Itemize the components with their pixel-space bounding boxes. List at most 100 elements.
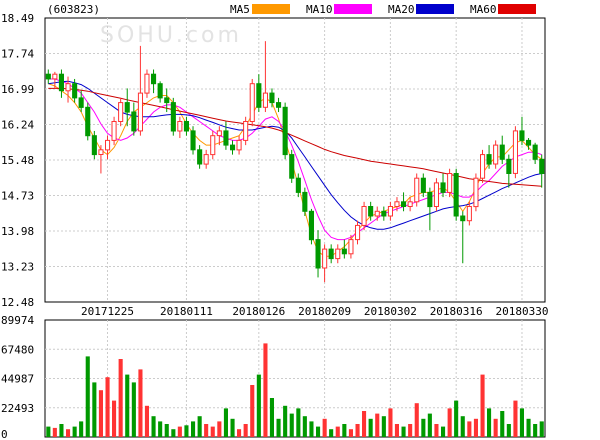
volume-bar bbox=[362, 411, 367, 437]
candle bbox=[308, 208, 314, 245]
candle bbox=[526, 138, 532, 150]
volume-tick-label: 22493 bbox=[1, 402, 34, 415]
x-tick-label: 20180316 bbox=[430, 305, 483, 318]
candle bbox=[256, 74, 262, 113]
candle bbox=[177, 116, 183, 139]
candle bbox=[183, 116, 189, 136]
candle bbox=[72, 78, 78, 103]
candle bbox=[381, 206, 387, 221]
candle-body bbox=[447, 173, 453, 193]
candle-body bbox=[183, 121, 189, 132]
volume-bar bbox=[164, 424, 169, 437]
candle bbox=[91, 130, 97, 160]
volume-bar bbox=[454, 400, 459, 437]
candle bbox=[151, 69, 157, 94]
moving-average-lines bbox=[48, 78, 542, 257]
legend-label: MA20 bbox=[388, 3, 415, 16]
volume-bar bbox=[408, 424, 413, 437]
volume-bar bbox=[329, 429, 334, 437]
volume-bar bbox=[348, 429, 353, 437]
candle-body bbox=[269, 92, 275, 104]
candle bbox=[374, 206, 380, 221]
volume-bar bbox=[519, 408, 524, 437]
volume-bar bbox=[184, 425, 189, 437]
candle-body bbox=[91, 135, 97, 156]
volume-bar bbox=[197, 416, 202, 437]
candle-body bbox=[210, 135, 216, 156]
legend-label: MA60 bbox=[470, 3, 497, 16]
candle-body bbox=[368, 206, 374, 217]
volume-bar bbox=[368, 418, 373, 437]
candle bbox=[170, 97, 176, 136]
candle-body bbox=[282, 106, 288, 156]
candle-body bbox=[322, 248, 328, 269]
volume-tick-label: 0 bbox=[1, 428, 8, 440]
volume-bar bbox=[210, 426, 215, 437]
candle-body bbox=[414, 177, 420, 203]
candle-body bbox=[85, 106, 91, 137]
candle bbox=[460, 211, 466, 264]
volume-bars bbox=[46, 343, 544, 437]
candle-body bbox=[45, 73, 51, 80]
legend: MA5 MA10 MA20 MA60 bbox=[230, 3, 536, 16]
volume-bar bbox=[467, 421, 472, 437]
volume-bar bbox=[131, 382, 136, 437]
candle-body bbox=[58, 73, 65, 92]
candle-body bbox=[512, 130, 519, 174]
volume-bar bbox=[394, 424, 399, 437]
volume-bar bbox=[237, 429, 242, 437]
candle-body bbox=[124, 102, 130, 113]
volume-bar bbox=[539, 421, 544, 437]
volume-bar bbox=[52, 427, 57, 437]
ma10-line bbox=[48, 78, 542, 241]
candle-body bbox=[177, 121, 183, 132]
candle-body bbox=[72, 83, 78, 99]
candle-body bbox=[249, 83, 255, 122]
volume-bar bbox=[204, 424, 209, 437]
volume-bar bbox=[217, 421, 222, 437]
volume-bar bbox=[144, 405, 149, 437]
volume-bar bbox=[322, 418, 327, 437]
volume-bar bbox=[388, 408, 393, 437]
volume-bar bbox=[276, 418, 281, 437]
candle-body bbox=[348, 239, 354, 255]
candle bbox=[216, 126, 222, 146]
volume-bar bbox=[335, 426, 340, 437]
candle bbox=[440, 173, 446, 198]
volume-bar bbox=[421, 418, 426, 437]
candle bbox=[230, 140, 236, 155]
candle bbox=[473, 173, 479, 212]
volume-bar bbox=[487, 408, 492, 437]
candle bbox=[328, 244, 334, 264]
candle-body bbox=[308, 210, 314, 241]
volume-tick-label: 44987 bbox=[1, 373, 34, 386]
candle-body bbox=[506, 158, 512, 175]
candle-body bbox=[532, 144, 538, 160]
candle-body bbox=[486, 154, 492, 165]
volume-tick-labels: 89974 67480 44987 22493 0 bbox=[1, 314, 34, 440]
candle-body bbox=[216, 130, 222, 137]
candle bbox=[447, 168, 453, 198]
candle bbox=[486, 145, 492, 169]
candle bbox=[368, 201, 374, 221]
candle bbox=[276, 97, 282, 113]
candle-body bbox=[460, 215, 466, 222]
legend-swatch bbox=[334, 4, 372, 14]
volume-bar bbox=[533, 424, 538, 437]
candle-body bbox=[190, 130, 196, 151]
candle bbox=[302, 187, 308, 216]
price-tick-label: 13.23 bbox=[1, 261, 34, 274]
volume-bar bbox=[151, 416, 156, 437]
candle bbox=[315, 230, 321, 278]
candle bbox=[322, 244, 328, 283]
candle-body bbox=[65, 83, 71, 92]
volume-bar bbox=[223, 408, 228, 437]
candle-body bbox=[236, 139, 242, 151]
candle bbox=[203, 149, 209, 169]
candle-body bbox=[361, 206, 367, 226]
candle bbox=[65, 76, 71, 103]
volume-bar bbox=[112, 400, 117, 437]
candle bbox=[427, 187, 433, 231]
candle-body bbox=[328, 248, 334, 260]
